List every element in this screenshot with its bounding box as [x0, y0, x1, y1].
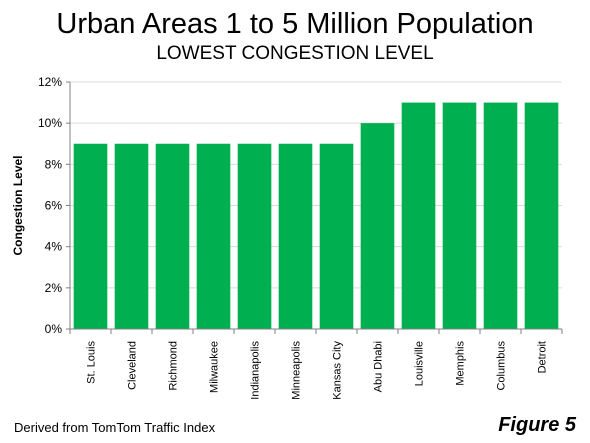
y-tick-label: 0%: [45, 322, 63, 336]
bar-st-louis: [73, 143, 108, 329]
x-tick-label: Minneapolis: [291, 341, 303, 400]
chart-title: Urban Areas 1 to 5 Million Population: [56, 8, 534, 40]
y-tick-label: 4%: [45, 240, 63, 254]
x-tick-label: Columbus: [496, 341, 508, 391]
bar-indianapolis: [237, 143, 272, 329]
bar-abu-dhabi: [360, 123, 395, 330]
x-tick-label: Milwaukee: [209, 341, 221, 393]
x-tick-label: Abu Dhabi: [373, 341, 385, 392]
y-axis-title: Congestion Level: [11, 155, 25, 255]
y-tick-label: 10%: [38, 116, 62, 130]
bar-cleveland: [114, 143, 149, 329]
bar-minneapolis: [278, 143, 313, 329]
x-tick-label: St. Louis: [86, 341, 98, 384]
bar-milwaukee: [196, 143, 231, 329]
bar-kansas-city: [319, 143, 354, 329]
y-tick-label: 8%: [45, 157, 63, 171]
x-tick-label: Memphis: [455, 341, 467, 386]
bar-louisville: [401, 102, 436, 329]
bar-columbus: [483, 102, 518, 329]
axes: [66, 81, 563, 334]
x-tick-label: Detroit: [537, 341, 549, 373]
tick-labels: 0% 2% 4% 6% 8% 10% 12% St. Louis Cleveland Richmo…: [11, 75, 549, 400]
gridlines: [70, 81, 562, 289]
bar-memphis: [442, 102, 477, 329]
x-tick-label: Kansas City: [332, 341, 344, 400]
figure-label: Figure 5: [498, 414, 576, 436]
y-tick-label: 12%: [38, 75, 62, 89]
x-tick-label: Richmond: [168, 341, 180, 391]
y-tick-label: 6%: [45, 199, 63, 213]
bars: [73, 102, 559, 330]
bar-richmond: [155, 143, 190, 329]
x-tick-label: Cleveland: [127, 341, 139, 390]
source-note: Derived from TomTom Traffic Index: [14, 420, 216, 435]
y-tick-label: 2%: [45, 281, 63, 295]
x-tick-label: Louisville: [414, 341, 426, 386]
chart-subtitle: LOWEST CONGESTION LEVEL: [156, 43, 434, 64]
x-tick-label: Indianapolis: [250, 341, 262, 400]
bar-detroit: [524, 102, 559, 329]
